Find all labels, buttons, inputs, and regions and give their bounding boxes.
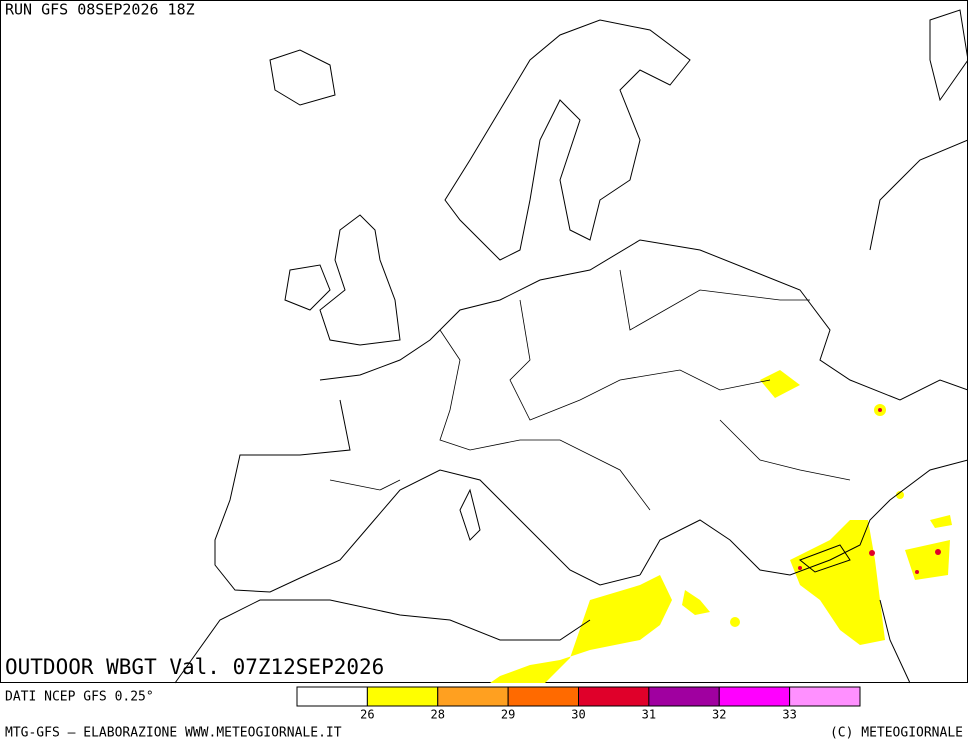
scale-segment [507,686,579,707]
borders [329,269,851,511]
scale-tick-label: 28 [431,708,445,722]
scale-segment [718,686,791,707]
scale-tick-label: 31 [642,708,656,722]
scale-tick-label: 26 [360,708,374,722]
scale-segment [437,686,509,707]
scale-segment [648,686,720,707]
scale-tick-label: 30 [571,708,585,722]
color-scale: 26 28 29 30 31 32 33 [296,686,861,722]
scale-segment [789,686,861,707]
scale-segment [366,686,439,707]
coastlines [174,9,968,684]
scale-tick-label: 32 [712,708,726,722]
scale-segment [296,686,368,707]
source-label: DATI NCEP GFS 0.25° [5,690,154,705]
scale-tick-label: 33 [782,708,796,722]
scale-segment [578,686,650,707]
scale-tick-label: 29 [501,708,515,722]
map: RUN GFS 08SEP2026 18Z OUTDOOR WBGT Val. … [0,0,968,684]
map-title: OUTDOOR WBGT Val. 07Z12SEP2026 [5,655,384,679]
footer-left: MTG-GFS — ELABORAZIONE WWW.METEOGIORNALE… [5,726,342,741]
hot-spots [798,408,941,574]
footer-right: (C) METEOGIORNALE [830,726,963,741]
run-label: RUN GFS 08SEP2026 18Z [5,1,195,19]
